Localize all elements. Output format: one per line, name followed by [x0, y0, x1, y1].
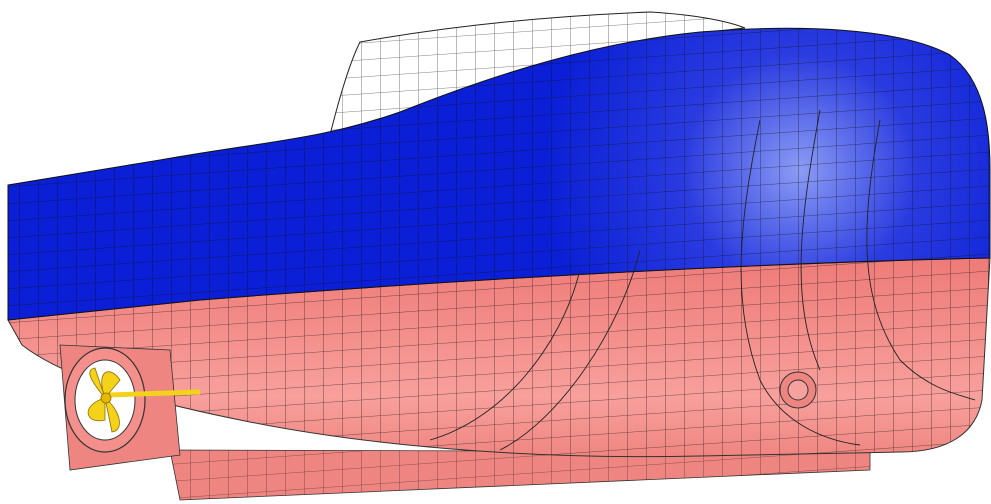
page — [0, 0, 991, 504]
keel-plate-grid — [170, 450, 870, 500]
hull-render — [0, 0, 991, 504]
bow-thruster — [780, 372, 816, 408]
